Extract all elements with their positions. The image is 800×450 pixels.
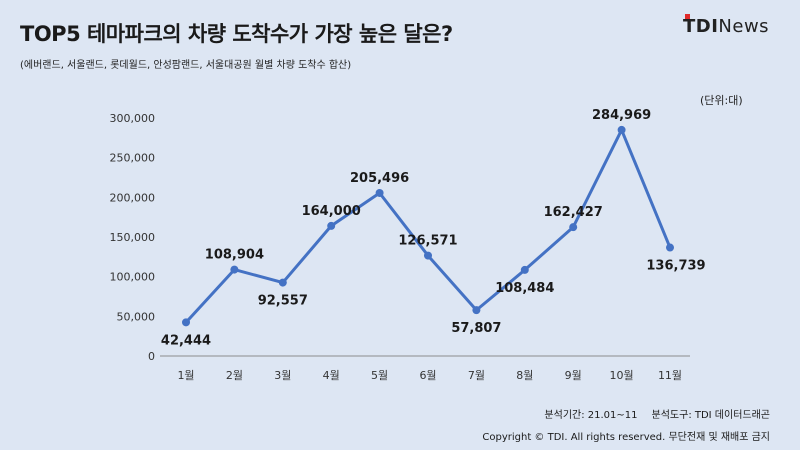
data-label: 42,444 bbox=[161, 333, 211, 348]
data-label: 126,571 bbox=[398, 234, 457, 249]
analysis-period: 분석기간: 21.01~11 bbox=[544, 410, 638, 421]
data-point bbox=[569, 223, 578, 232]
x-tick-label: 9월 bbox=[565, 369, 582, 382]
data-point bbox=[424, 251, 432, 260]
x-tick-label: 3월 bbox=[274, 369, 291, 382]
data-point bbox=[230, 265, 239, 274]
data-point bbox=[327, 221, 336, 230]
data-label: 284,969 bbox=[592, 108, 651, 123]
analysis-info: 분석기간: 21.01~11 분석도구: TDI 데이터드래곤 bbox=[530, 406, 770, 421]
data-point bbox=[520, 265, 529, 274]
data-point bbox=[375, 188, 384, 197]
data-point bbox=[666, 243, 674, 252]
x-tick-label: 8월 bbox=[516, 369, 533, 382]
data-label: 57,807 bbox=[451, 321, 501, 336]
chart-title: TOP5 테마파크의 차량 도착수가 가장 높은 달은? bbox=[20, 22, 453, 46]
data-label: 108,484 bbox=[495, 281, 554, 296]
x-tick-label: 5월 bbox=[371, 369, 388, 382]
unit-label: (단위:대) bbox=[700, 94, 743, 107]
data-point bbox=[278, 278, 287, 287]
logo-brand-text: TDI bbox=[683, 16, 719, 37]
data-label: 92,557 bbox=[258, 294, 308, 309]
data-label: 136,739 bbox=[646, 259, 705, 274]
data-point bbox=[617, 125, 626, 134]
data-label: 108,904 bbox=[205, 248, 264, 263]
x-tick-label: 10월 bbox=[610, 369, 634, 382]
x-tick-label: 2월 bbox=[226, 369, 243, 382]
data-label: 162,427 bbox=[544, 205, 603, 220]
x-tick-label: 4월 bbox=[323, 369, 340, 382]
chart-subtitle: (에버랜드, 서울랜드, 롯데월드, 안성팜랜드, 서울대공원 월별 차량 도착… bbox=[20, 60, 352, 71]
x-tick-label: 7월 bbox=[468, 369, 485, 382]
y-tick-label: 250,000 bbox=[110, 152, 156, 165]
y-tick-label: 0 bbox=[148, 350, 155, 363]
analysis-tool: 분석도구: TDI 데이터드래곤 bbox=[651, 410, 770, 421]
x-tick-label: 1월 bbox=[177, 369, 194, 382]
data-point bbox=[182, 318, 190, 327]
y-tick-label: 300,000 bbox=[110, 112, 156, 125]
y-tick-label: 100,000 bbox=[110, 271, 156, 284]
y-tick-label: 150,000 bbox=[110, 231, 156, 244]
data-label: 164,000 bbox=[302, 204, 361, 219]
data-label: 205,496 bbox=[350, 171, 409, 186]
data-point bbox=[472, 306, 481, 315]
y-tick-label: 200,000 bbox=[110, 191, 156, 204]
logo-news-text: News bbox=[718, 16, 770, 37]
x-tick-label: 11월 bbox=[658, 369, 682, 382]
tdi-news-logo: TDINews bbox=[683, 14, 770, 37]
copyright-notice: Copyright © TDI. All rights reserved. 무단… bbox=[482, 432, 770, 443]
logo-accent-square bbox=[685, 14, 690, 19]
x-tick-label: 6월 bbox=[419, 369, 436, 382]
y-tick-label: 50,000 bbox=[117, 310, 156, 323]
